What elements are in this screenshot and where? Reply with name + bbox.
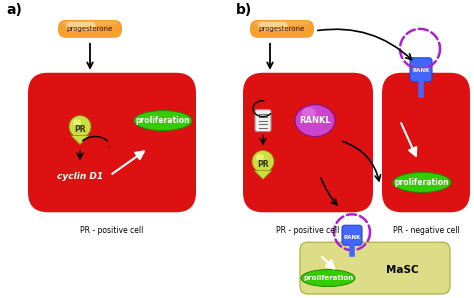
FancyBboxPatch shape: [382, 73, 470, 212]
Text: MaSC: MaSC: [386, 265, 419, 275]
Text: PR - positive cell: PR - positive cell: [276, 226, 340, 235]
Polygon shape: [254, 170, 272, 179]
Text: RANK: RANK: [343, 235, 361, 240]
Ellipse shape: [252, 150, 274, 173]
Text: proliferation: proliferation: [136, 116, 191, 125]
Ellipse shape: [134, 111, 192, 131]
Text: PR: PR: [74, 125, 86, 134]
Text: RANK: RANK: [412, 68, 430, 73]
Ellipse shape: [73, 119, 81, 126]
FancyBboxPatch shape: [342, 225, 362, 245]
Ellipse shape: [393, 173, 451, 192]
FancyBboxPatch shape: [410, 58, 432, 82]
Text: PR - positive cell: PR - positive cell: [80, 226, 144, 235]
Text: a): a): [6, 3, 22, 17]
FancyBboxPatch shape: [250, 20, 314, 38]
FancyBboxPatch shape: [66, 22, 96, 31]
FancyBboxPatch shape: [58, 20, 122, 38]
Text: proliferation: proliferation: [303, 275, 353, 281]
FancyBboxPatch shape: [62, 21, 118, 25]
Ellipse shape: [69, 116, 91, 138]
Text: b): b): [236, 3, 252, 17]
Text: cyclin D1: cyclin D1: [57, 172, 103, 181]
Text: proliferation: proliferation: [395, 178, 449, 187]
Polygon shape: [71, 136, 89, 145]
Text: PR: PR: [257, 160, 269, 169]
FancyBboxPatch shape: [243, 73, 373, 212]
Text: progesterone: progesterone: [259, 26, 305, 32]
Ellipse shape: [295, 105, 335, 136]
Ellipse shape: [302, 108, 316, 118]
FancyBboxPatch shape: [254, 21, 310, 25]
Text: progesterone: progesterone: [67, 26, 113, 32]
FancyBboxPatch shape: [300, 242, 450, 294]
Ellipse shape: [256, 154, 264, 161]
Ellipse shape: [301, 270, 355, 287]
FancyBboxPatch shape: [255, 110, 271, 131]
Text: PR - negative cell: PR - negative cell: [392, 226, 459, 235]
FancyBboxPatch shape: [28, 73, 196, 212]
Text: RANKL: RANKL: [299, 116, 331, 125]
FancyBboxPatch shape: [258, 22, 288, 31]
